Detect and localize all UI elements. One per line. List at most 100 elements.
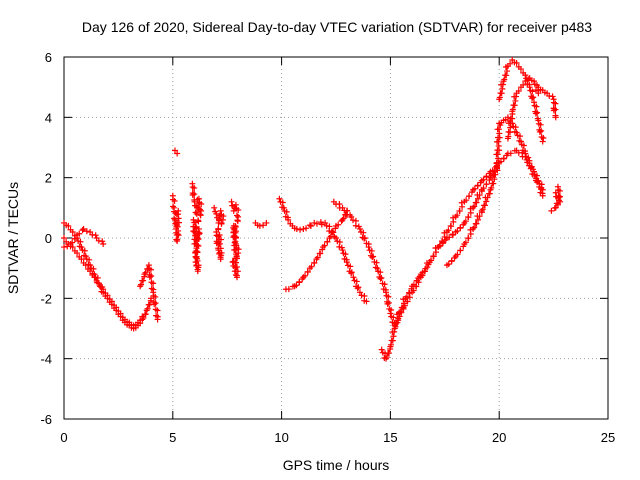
data-point [324, 238, 331, 245]
data-point [256, 222, 263, 229]
data-point [82, 253, 89, 260]
data-point [87, 268, 94, 275]
data-point [329, 229, 336, 236]
data-point [529, 88, 536, 95]
data-point [393, 319, 400, 326]
data-point [536, 128, 543, 135]
data-point [365, 244, 372, 251]
data-point [197, 212, 204, 219]
data-point [152, 300, 159, 307]
data-point [504, 68, 511, 75]
data-point [260, 222, 267, 229]
data-point [483, 173, 490, 180]
data-point [537, 121, 544, 128]
data-point [385, 350, 392, 357]
data-point [152, 293, 159, 300]
data-point [531, 78, 538, 85]
data-point [368, 247, 375, 254]
data-point [263, 219, 270, 226]
data-point [194, 266, 201, 273]
x-tick-label: 20 [492, 430, 506, 445]
data-point [388, 341, 395, 348]
data-point [339, 247, 346, 254]
data-point [510, 102, 517, 109]
data-point [474, 182, 481, 189]
data-point [385, 299, 392, 306]
data-point [228, 198, 235, 205]
data-point [190, 216, 197, 223]
data-point [193, 245, 200, 252]
data-point [154, 316, 161, 323]
data-point [450, 214, 457, 221]
data-point [529, 95, 536, 102]
data-point [301, 272, 308, 279]
data-point [191, 236, 198, 243]
data-point [80, 225, 87, 232]
data-point [293, 282, 300, 289]
data-point [383, 354, 390, 361]
data-point [216, 231, 223, 238]
data-point [549, 93, 556, 100]
data-point [77, 238, 84, 245]
data-point [234, 218, 241, 225]
data-point [193, 253, 200, 260]
data-point [378, 274, 385, 281]
data-point [233, 259, 240, 266]
data-point [308, 263, 315, 270]
data-point [318, 221, 325, 228]
data-point [82, 262, 89, 269]
data-point [497, 90, 504, 97]
data-point [522, 150, 529, 157]
data-point [171, 198, 178, 204]
data-point [276, 195, 283, 202]
data-point [216, 240, 223, 247]
data-point [526, 162, 533, 169]
data-point [552, 114, 559, 121]
x-tick-label: 0 [60, 430, 67, 445]
data-point [556, 187, 563, 194]
data-point [463, 197, 470, 204]
data-point [476, 192, 483, 199]
data-point [530, 166, 537, 173]
data-point [374, 265, 381, 272]
data-point [398, 304, 405, 311]
data-point [86, 256, 93, 263]
data-point [191, 185, 198, 192]
y-tick-label: 2 [45, 171, 52, 186]
data-point [356, 289, 363, 296]
data-point [79, 227, 86, 234]
data-point [391, 328, 398, 335]
data-point [377, 269, 384, 276]
data-point [513, 129, 520, 136]
data-point [462, 239, 469, 246]
data-point [146, 274, 153, 281]
data-point [173, 232, 180, 239]
data-point [233, 251, 240, 258]
data-point [233, 272, 240, 279]
data-point [457, 247, 464, 254]
data-point [216, 249, 223, 256]
data-point [280, 204, 287, 211]
data-point [342, 251, 349, 258]
data-point [352, 222, 359, 229]
data-point [488, 184, 495, 191]
data-point [285, 286, 292, 293]
data-point [340, 215, 347, 222]
x-axis-label: GPS time / hours [283, 457, 390, 473]
data-point [538, 181, 545, 188]
data-point [145, 301, 152, 308]
data-point [501, 76, 508, 83]
data-point [403, 293, 410, 300]
data-point [297, 226, 304, 233]
data-point [192, 240, 199, 247]
data-point [92, 232, 99, 239]
y-axis-label: SDTVAR / TECUs [5, 182, 21, 294]
data-point [231, 233, 238, 240]
data-point [471, 203, 478, 210]
data-point [94, 274, 101, 281]
data-point [390, 314, 397, 321]
data-point [189, 192, 196, 199]
data-point [361, 235, 368, 242]
data-point [138, 281, 145, 288]
